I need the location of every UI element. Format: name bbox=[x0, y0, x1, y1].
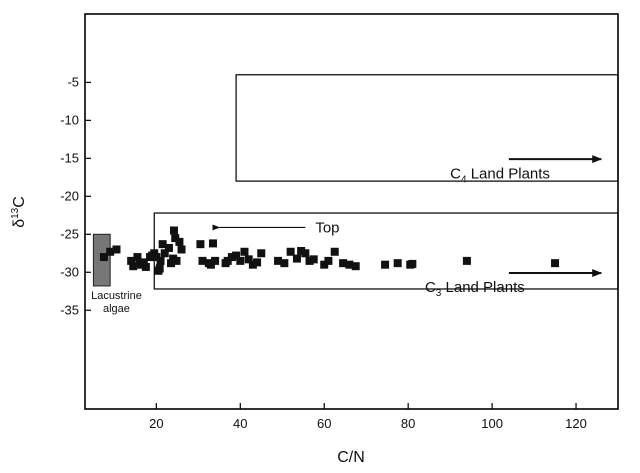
data-point bbox=[339, 259, 348, 268]
region-c4-label-tail: Land Plants bbox=[467, 165, 550, 182]
region-c4-box bbox=[235, 74, 619, 182]
region-c3-label-tail: Land Plants bbox=[441, 279, 524, 296]
data-point bbox=[172, 256, 181, 265]
data-point bbox=[129, 262, 138, 271]
region-c3-label-sub: 3 bbox=[436, 288, 442, 299]
data-point bbox=[393, 259, 402, 268]
region-c3-label: C3 Land Plants bbox=[425, 279, 525, 299]
y-tick-label: -20 bbox=[60, 188, 79, 203]
data-point bbox=[408, 259, 417, 268]
data-point bbox=[141, 262, 150, 271]
region-c4-label-base: C bbox=[450, 165, 461, 182]
x-tick-label: 80 bbox=[401, 416, 415, 431]
data-point bbox=[240, 247, 249, 256]
y-axis-title: δ13C bbox=[10, 196, 28, 228]
data-point bbox=[280, 259, 289, 268]
data-point bbox=[169, 226, 178, 235]
y-tick-label: -5 bbox=[67, 74, 79, 89]
x-tick-label: 100 bbox=[481, 416, 503, 431]
region-c4-label: C4 Land Plants bbox=[450, 165, 550, 185]
y-tick-label: -10 bbox=[60, 112, 79, 127]
data-point bbox=[112, 245, 121, 254]
data-point bbox=[209, 239, 218, 248]
data-point bbox=[160, 249, 169, 258]
data-point bbox=[248, 260, 257, 269]
data-point bbox=[274, 256, 283, 265]
annotation-top-label: Top bbox=[315, 219, 339, 236]
data-point bbox=[158, 240, 167, 249]
annotations: Top bbox=[212, 155, 603, 278]
lacustrine-label-line: algae bbox=[103, 303, 130, 315]
data-points bbox=[99, 226, 560, 275]
y-axis-title-base: δ bbox=[11, 219, 28, 228]
data-point bbox=[381, 260, 390, 269]
data-point bbox=[330, 247, 339, 256]
data-point bbox=[167, 259, 176, 268]
y-axis-title-sup: 13 bbox=[10, 207, 21, 219]
region-c4-label-sub: 4 bbox=[461, 174, 467, 185]
data-point bbox=[292, 254, 301, 263]
lacustrine-label-line: Lacustrine bbox=[91, 290, 142, 302]
data-point bbox=[133, 253, 142, 262]
data-point bbox=[324, 256, 333, 265]
data-point bbox=[99, 253, 108, 262]
data-point bbox=[139, 258, 148, 267]
x-tick-label: 120 bbox=[565, 416, 587, 431]
data-point bbox=[236, 256, 245, 265]
data-point bbox=[175, 237, 184, 246]
data-point bbox=[253, 258, 262, 267]
y-axis: -35 -30 -25 -20 -15 -10 -5 bbox=[60, 74, 91, 317]
data-point bbox=[232, 251, 241, 260]
data-point bbox=[164, 243, 173, 252]
data-point bbox=[297, 247, 306, 255]
y-axis-title-tail: C bbox=[11, 196, 28, 208]
y-tick-label: -30 bbox=[60, 264, 79, 279]
data-point bbox=[211, 256, 220, 265]
data-point bbox=[462, 256, 471, 265]
y-tick-label: -15 bbox=[60, 150, 79, 165]
region-c3-box bbox=[153, 212, 619, 290]
data-point bbox=[152, 253, 161, 262]
data-point bbox=[196, 240, 205, 249]
data-point bbox=[286, 247, 295, 256]
data-point bbox=[106, 247, 115, 256]
x-tick-label: 40 bbox=[233, 416, 247, 431]
data-point bbox=[223, 256, 232, 265]
x-tick-label: 20 bbox=[149, 416, 163, 431]
y-tick-label: -35 bbox=[60, 302, 79, 317]
plot-frame bbox=[84, 13, 619, 410]
data-point bbox=[320, 260, 329, 269]
data-point bbox=[301, 249, 310, 258]
data-point bbox=[257, 249, 266, 258]
data-point bbox=[155, 264, 164, 273]
data-point bbox=[227, 253, 236, 262]
data-point bbox=[345, 260, 354, 269]
data-point bbox=[135, 260, 144, 269]
data-point bbox=[171, 234, 180, 243]
data-point bbox=[244, 255, 253, 264]
data-point bbox=[551, 259, 560, 268]
data-point bbox=[198, 256, 207, 265]
y-tick-label: -25 bbox=[60, 226, 79, 241]
data-point bbox=[351, 262, 360, 271]
x-tick-label: 60 bbox=[317, 416, 331, 431]
x-axis: 20 40 60 80 100 120 bbox=[149, 403, 587, 431]
data-point bbox=[156, 256, 165, 265]
data-point bbox=[177, 245, 186, 254]
x-axis-title: C/N bbox=[337, 449, 365, 466]
data-point bbox=[305, 256, 314, 265]
data-point bbox=[127, 256, 136, 265]
region-c3-label-base: C bbox=[425, 279, 436, 296]
data-point bbox=[309, 255, 318, 264]
data-point bbox=[206, 260, 215, 269]
